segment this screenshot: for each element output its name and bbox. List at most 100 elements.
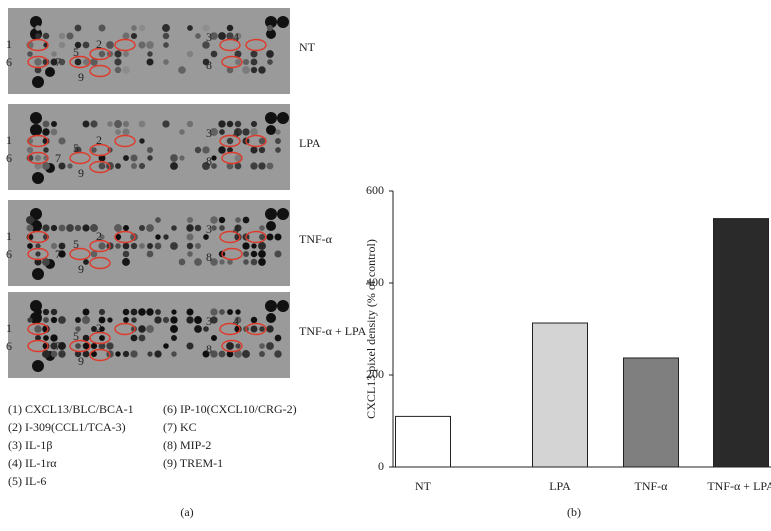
reference-spot — [32, 360, 44, 372]
spot-number: 1 — [6, 229, 12, 243]
blot-spot — [186, 120, 194, 128]
spot-number: 4 — [233, 314, 239, 328]
reference-spot — [30, 208, 42, 220]
blot-spot — [34, 308, 42, 316]
bar — [713, 218, 769, 468]
blot-spot — [98, 342, 106, 350]
blot-spot — [259, 351, 265, 357]
blot-spot — [170, 325, 178, 333]
blot-spot — [35, 335, 41, 341]
blot-spot — [122, 308, 130, 316]
blot-spot — [234, 154, 242, 162]
blot-spot — [219, 225, 225, 231]
blot-spot — [267, 59, 273, 65]
spot-number: 4 — [233, 30, 239, 44]
highlight-ring — [245, 322, 267, 336]
blot-spot — [58, 224, 66, 232]
blot-spot — [98, 316, 106, 324]
reference-spot — [30, 112, 42, 124]
blot-spot — [99, 335, 105, 341]
blot-spot — [162, 316, 170, 324]
blot-spot — [90, 58, 98, 66]
blot-spot — [146, 224, 154, 232]
reference-spot — [266, 221, 276, 231]
blot-spot — [226, 32, 234, 40]
blot-spot — [235, 59, 241, 65]
blot-spot — [243, 251, 249, 257]
bar — [623, 357, 679, 468]
blot-spot — [226, 162, 234, 170]
highlight-ring — [89, 143, 111, 157]
blot-spot — [146, 242, 154, 250]
spot-number: 3 — [206, 222, 212, 236]
blot-spot — [106, 342, 114, 350]
blot-spot — [250, 258, 258, 266]
blot-spot — [26, 216, 34, 224]
highlight-ring — [114, 322, 136, 336]
blot-spot — [194, 258, 202, 266]
blot-spot — [210, 32, 218, 40]
highlight-ring — [221, 247, 243, 261]
blot-spot — [227, 259, 233, 265]
blot-spot — [75, 326, 81, 332]
blot-spot — [43, 317, 49, 323]
blot-spot — [258, 137, 266, 145]
blot-spot — [186, 50, 194, 58]
blot-spot — [194, 325, 202, 333]
blot-spot — [122, 258, 130, 266]
spot-number: 3 — [206, 314, 212, 328]
blot-spot — [42, 350, 50, 358]
blot-spot — [226, 24, 234, 32]
blot-spot — [42, 308, 50, 316]
highlight-ring — [27, 134, 49, 148]
blot-spot — [202, 350, 210, 358]
blot-label: TNF-α + LPA — [299, 324, 367, 338]
spot-number: 8 — [206, 342, 212, 356]
spot-number: 5 — [73, 329, 79, 343]
legend-entry: (7) KC — [163, 420, 197, 434]
blot-spot — [259, 225, 265, 231]
blot-spot — [227, 309, 233, 315]
highlight-ring — [221, 151, 243, 165]
blot-spot — [27, 51, 33, 57]
blot-spot — [82, 224, 90, 232]
blot-spot — [34, 325, 42, 333]
reference-spot — [266, 29, 276, 39]
highlight-ring — [89, 160, 111, 174]
blot-spot — [131, 317, 137, 323]
blot-membrane — [8, 200, 290, 286]
blot-spot — [51, 51, 57, 57]
blot-spot — [138, 41, 146, 49]
blot-spot — [131, 25, 137, 31]
spot-number: 7 — [55, 151, 61, 165]
blot-spot — [218, 32, 226, 40]
legend-entry: (4) IL-1rα — [8, 456, 57, 470]
blot-spot — [187, 251, 193, 257]
blot-spot — [139, 225, 145, 231]
blot-membrane — [8, 8, 290, 94]
legend-entry: (8) MIP-2 — [163, 438, 211, 452]
highlight-ring — [27, 339, 49, 353]
blot-spot — [266, 162, 274, 170]
blot-spot — [42, 120, 50, 128]
highlight-ring — [245, 230, 267, 244]
blot-spot — [146, 250, 154, 258]
blot-spot — [106, 41, 114, 49]
spot-number: 5 — [73, 141, 79, 155]
blot-spot — [26, 224, 34, 232]
blot-spot — [130, 334, 138, 342]
blot-spot — [234, 316, 242, 324]
blot-spot — [114, 224, 122, 232]
spot-number: 7 — [55, 55, 61, 69]
legend-entry: (2) I-309(CCL1/TCA-3) — [8, 420, 126, 434]
blot-spot — [210, 350, 218, 358]
blot-spot — [258, 242, 266, 250]
spot-number: 5 — [73, 237, 79, 251]
spot-number: 4 — [233, 126, 239, 140]
blot-spot — [250, 66, 258, 74]
blot-spot — [82, 58, 90, 66]
highlight-ring — [27, 230, 49, 244]
blot-spot — [186, 242, 194, 250]
spot-number: 6 — [6, 151, 12, 165]
blot-spot — [170, 316, 178, 324]
